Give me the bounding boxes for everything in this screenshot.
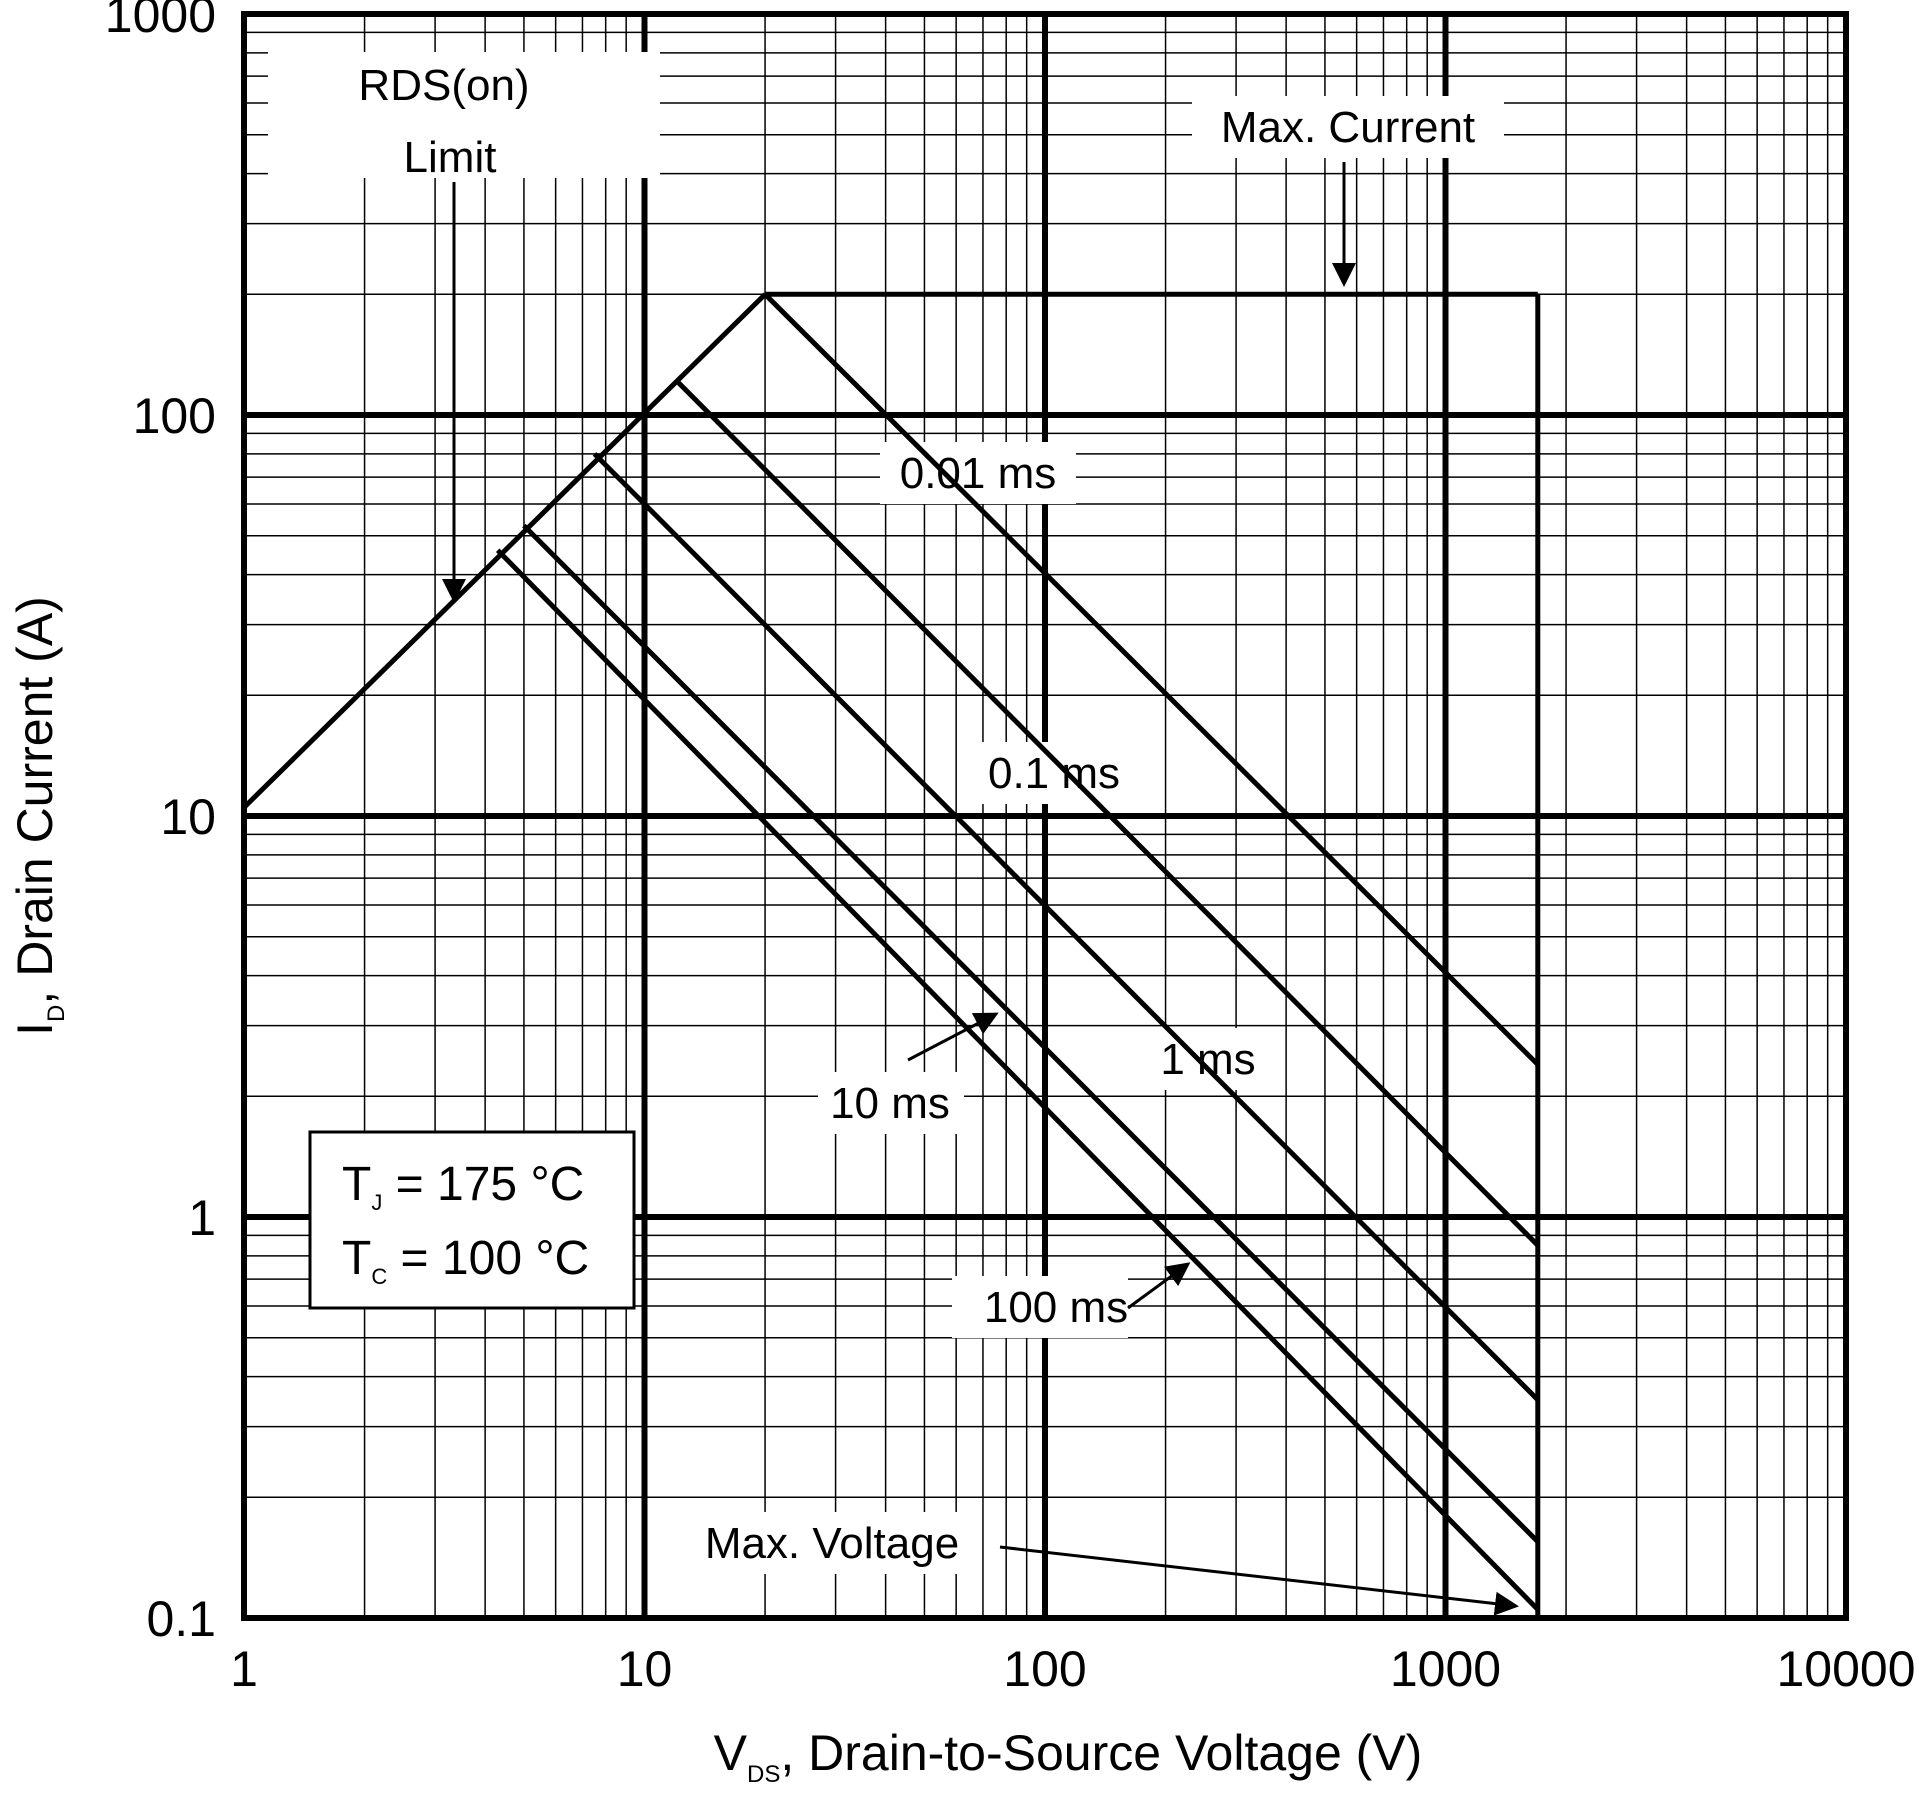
series-line-4 xyxy=(674,378,1540,1248)
y-axis-label: ID, Drain Current (A) xyxy=(7,596,70,1036)
max-voltage-label: Max. Voltage xyxy=(705,1519,959,1568)
t100-arrow xyxy=(1127,1262,1191,1310)
tc-rest: = 100 °C xyxy=(387,1232,589,1285)
y-tick-label: 1 xyxy=(188,1190,216,1246)
t10-label-bg xyxy=(818,1072,964,1134)
t001-label: 0.01 ms xyxy=(900,449,1057,498)
series-line-6 xyxy=(522,523,1540,1544)
rds-label-bg xyxy=(268,52,660,178)
tj-rest: = 175 °C xyxy=(382,1158,584,1211)
y-tick-labels: 0.1 1 10 100 1000 xyxy=(105,0,216,1647)
x-tick-label: 1 xyxy=(230,1641,258,1697)
x-axis-label-sub: DS xyxy=(747,1761,780,1788)
y-axis-label-rest: , Drain Current (A) xyxy=(7,596,63,1004)
t1-label: 1 ms xyxy=(1160,1035,1255,1084)
rds-label-line2: Limit xyxy=(404,133,497,182)
y-tick-label: 100 xyxy=(133,388,216,444)
t01-label: 0.1 ms xyxy=(988,749,1120,798)
max-voltage-label-bg xyxy=(680,1512,982,1574)
conditions-box: TJ = 175 °C TC = 100 °C xyxy=(308,1130,636,1310)
t100-label-bg xyxy=(952,1276,1128,1338)
series-line-3 xyxy=(763,292,1540,1067)
max-current-label-bg xyxy=(1192,96,1504,158)
major-gridlines xyxy=(241,14,1846,1621)
series-line-7 xyxy=(495,548,1540,1612)
conditions-frame xyxy=(308,1130,636,1310)
x-tick-label: 100 xyxy=(1003,1641,1086,1697)
t1-label-bg xyxy=(1150,1028,1266,1090)
y-tick-label: 10 xyxy=(160,789,216,845)
plot-frame xyxy=(241,11,1849,1621)
y-tick-label: 0.1 xyxy=(146,1591,216,1647)
max-current-label: Max. Current xyxy=(1221,103,1475,152)
series-line-5 xyxy=(592,452,1540,1402)
x-tick-labels: 1 10 100 1000 10000 xyxy=(230,1641,1915,1697)
x-tick-label: 1000 xyxy=(1390,1641,1501,1697)
max-voltage-arrow xyxy=(999,1545,1519,1616)
t001-label-bg xyxy=(880,442,1076,504)
y-tick-label: 1000 xyxy=(105,0,216,43)
x-axis-label-rest: , Drain-to-Source Voltage (V) xyxy=(780,1725,1422,1781)
t10-arrow xyxy=(907,1012,999,1062)
soa-curves xyxy=(242,291,1541,1618)
tc-main: T xyxy=(342,1232,371,1285)
rds-label-line1: RDS(on) xyxy=(358,61,529,110)
t10-label: 10 ms xyxy=(830,1079,950,1128)
tc-sub: C xyxy=(371,1264,387,1289)
annotation-backgrounds xyxy=(268,52,1504,1574)
tj-sub: J xyxy=(371,1190,382,1215)
tc-condition: TC = 100 °C xyxy=(342,1232,589,1289)
x-axis-label: VDS, Drain-to-Source Voltage (V) xyxy=(714,1725,1423,1788)
t100-label: 100 ms xyxy=(984,1283,1128,1332)
x-axis-label-main: V xyxy=(714,1725,748,1781)
tj-main: T xyxy=(342,1158,371,1211)
y-axis-label-sub: D xyxy=(43,1005,70,1022)
series-line-0 xyxy=(242,292,767,810)
y-axis-label-main: I xyxy=(7,1022,63,1036)
t01-label-bg xyxy=(970,742,1136,804)
x-tick-label: 10 xyxy=(617,1641,673,1697)
x-tick-label: 10000 xyxy=(1776,1641,1915,1697)
tj-condition: TJ = 175 °C xyxy=(342,1158,584,1215)
